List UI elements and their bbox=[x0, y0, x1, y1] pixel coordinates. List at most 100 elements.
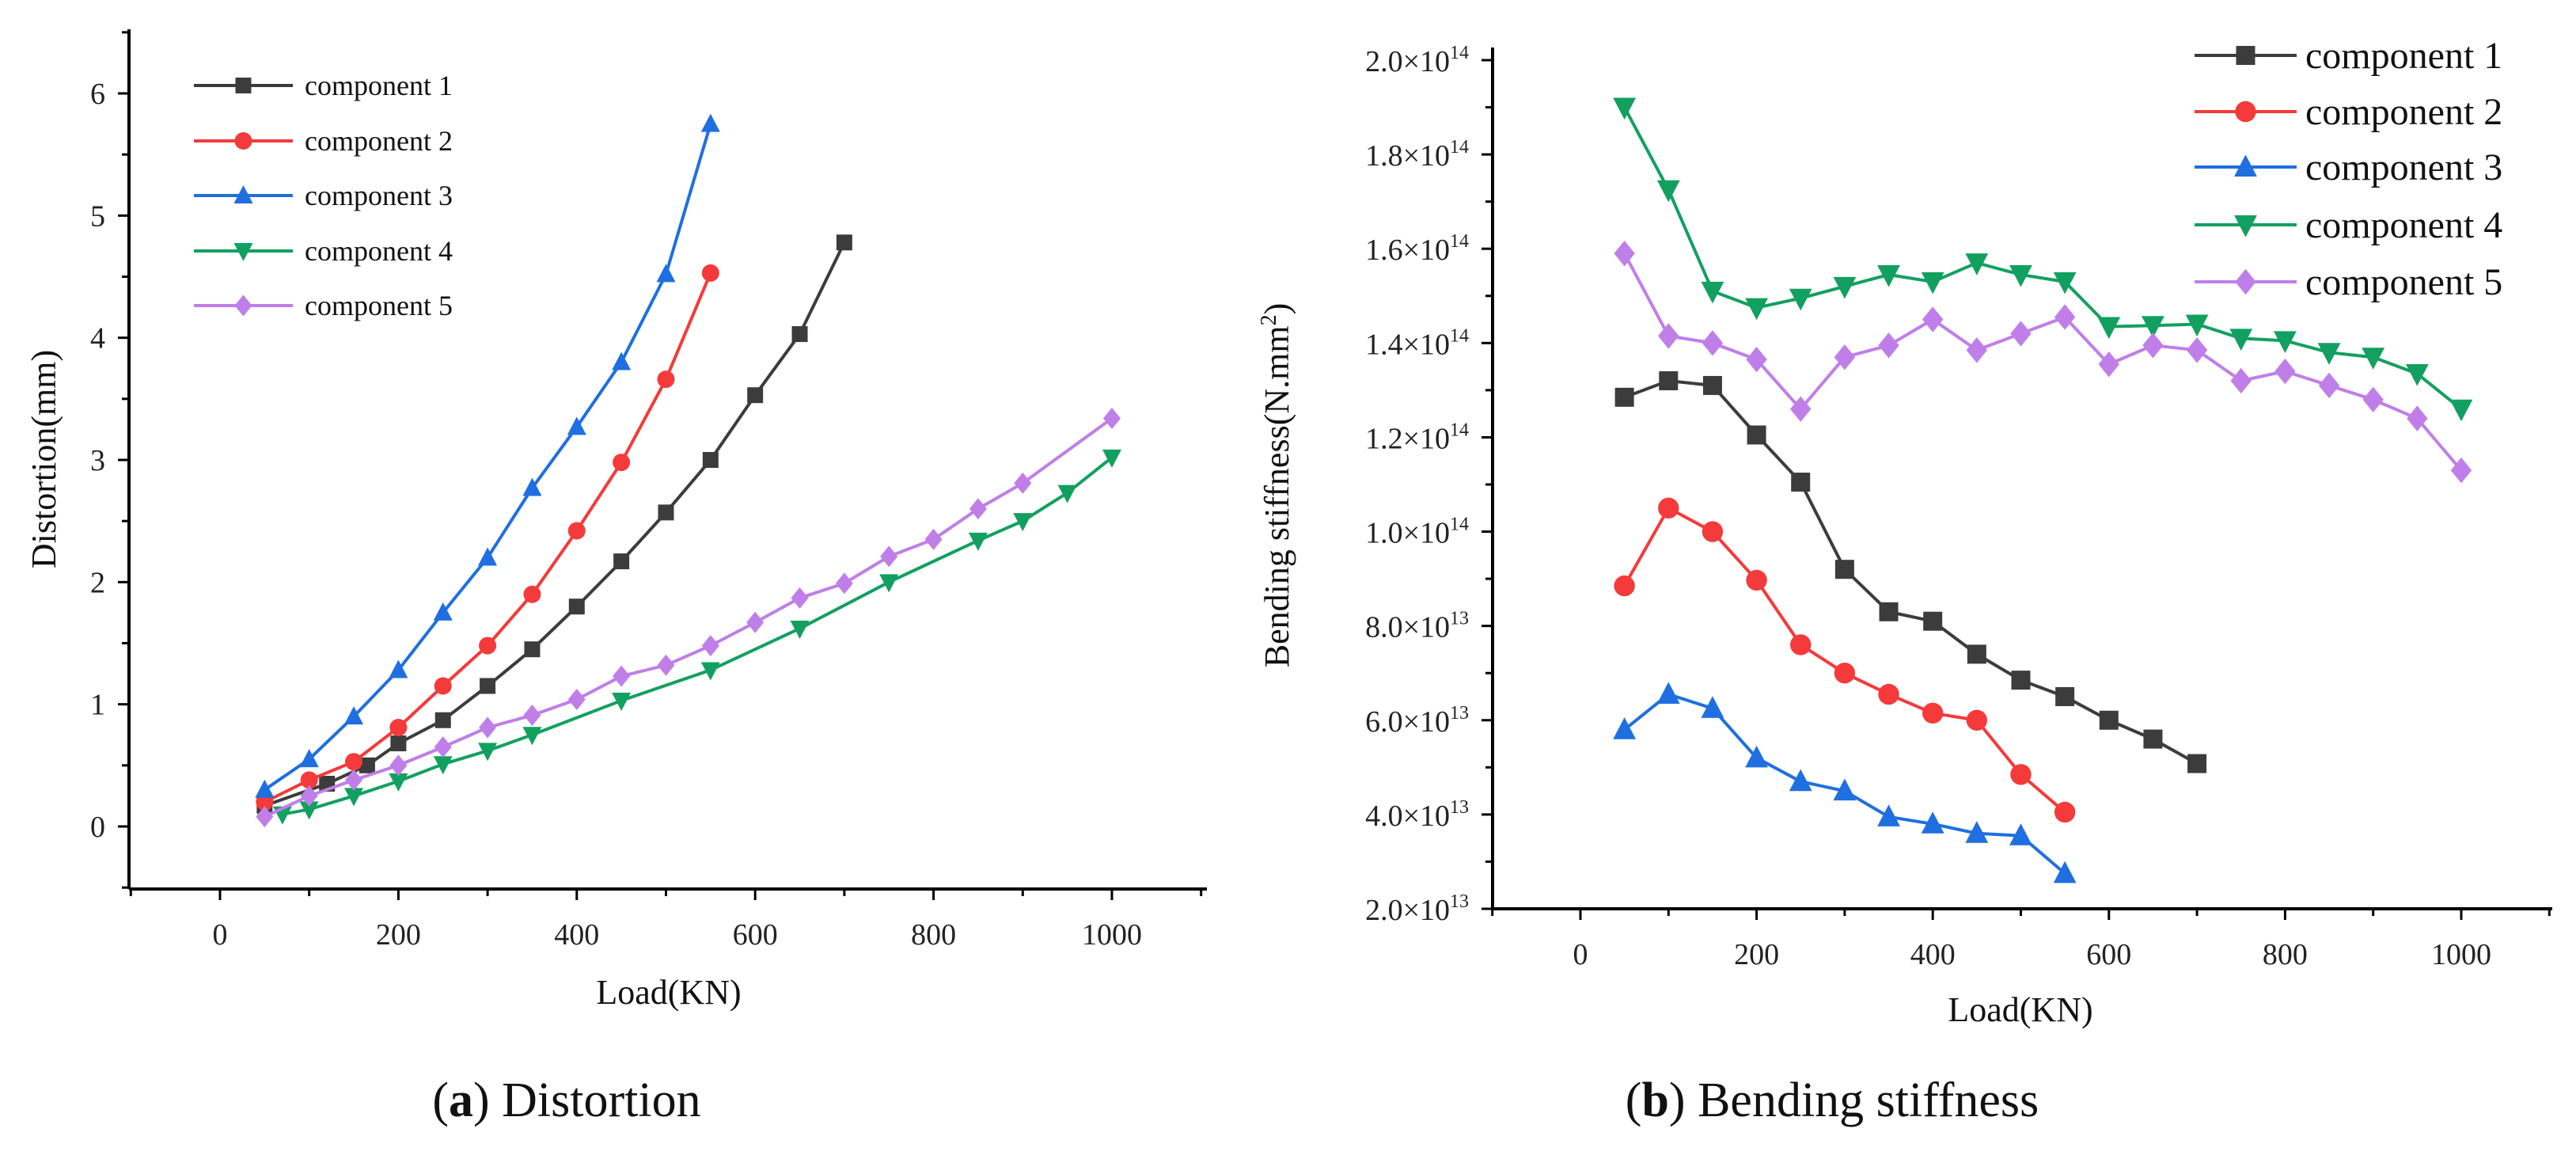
data-point bbox=[344, 706, 364, 725]
legend-label: component 2 bbox=[305, 125, 453, 157]
series-component-5 bbox=[1614, 240, 2472, 484]
data-point bbox=[1614, 240, 1635, 267]
x-tick-label: 600 bbox=[733, 918, 778, 952]
data-point bbox=[2187, 754, 2207, 773]
legend-label: component 5 bbox=[2305, 261, 2502, 303]
data-point bbox=[1921, 811, 1944, 834]
data-point bbox=[256, 806, 274, 828]
data-point bbox=[791, 326, 808, 343]
x-tick-label: 800 bbox=[2263, 938, 2308, 971]
legend-marker bbox=[233, 243, 253, 261]
y-tick-mantissa: 2.0×10 bbox=[1365, 45, 1450, 78]
legend-item: component 2 bbox=[194, 125, 453, 157]
data-point bbox=[300, 785, 318, 807]
data-point bbox=[433, 756, 453, 775]
data-point bbox=[523, 705, 541, 727]
y-tick-label: 2 bbox=[90, 566, 105, 599]
data-point bbox=[2318, 372, 2340, 399]
data-point bbox=[2010, 764, 2032, 785]
data-point bbox=[567, 688, 586, 710]
data-point bbox=[1614, 387, 1634, 407]
data-point bbox=[879, 574, 899, 593]
x-tick-label: 200 bbox=[376, 918, 421, 952]
data-point bbox=[2317, 343, 2341, 365]
series-component-2 bbox=[1614, 497, 2076, 823]
legend-marker bbox=[233, 185, 253, 203]
data-point bbox=[924, 528, 943, 550]
legend-item: component 3 bbox=[194, 180, 453, 211]
data-point bbox=[433, 602, 453, 621]
data-point bbox=[1014, 472, 1032, 494]
data-point bbox=[2230, 367, 2252, 394]
data-point bbox=[522, 727, 542, 746]
data-point bbox=[2274, 358, 2296, 385]
legend-label: component 1 bbox=[2305, 35, 2502, 77]
series-component-4 bbox=[272, 449, 1121, 825]
data-point bbox=[568, 598, 585, 615]
series-line bbox=[264, 416, 1113, 819]
x-tick-label: 400 bbox=[554, 918, 599, 952]
y-axis-label: Distortion(mm) bbox=[25, 350, 63, 568]
data-point bbox=[2449, 399, 2473, 422]
x-axis-label: Load(KN) bbox=[596, 973, 741, 1012]
data-point bbox=[2009, 823, 2032, 845]
legend-item: component 4 bbox=[2195, 204, 2502, 246]
data-point bbox=[1878, 683, 1899, 705]
legend-marker bbox=[2234, 154, 2257, 177]
legend-item: component 3 bbox=[2195, 146, 2502, 188]
data-point bbox=[1701, 281, 1724, 304]
data-point bbox=[434, 712, 451, 728]
data-point bbox=[701, 635, 719, 657]
data-point bbox=[2185, 314, 2209, 337]
data-point bbox=[2010, 321, 2032, 347]
data-point bbox=[1702, 375, 1722, 395]
y-tick-mantissa: 1.8×10 bbox=[1365, 139, 1450, 173]
data-point bbox=[299, 801, 319, 820]
x-tick-label: 0 bbox=[213, 918, 228, 952]
data-point bbox=[1702, 330, 1724, 356]
data-point bbox=[1656, 180, 1680, 203]
data-point bbox=[1965, 253, 1989, 275]
x-tick-label: 0 bbox=[1573, 938, 1588, 971]
legend-label: component 4 bbox=[305, 235, 453, 267]
data-point bbox=[344, 788, 364, 807]
data-point bbox=[790, 620, 810, 639]
data-point bbox=[567, 522, 586, 540]
legend-marker bbox=[2234, 215, 2257, 237]
data-point bbox=[2274, 331, 2297, 353]
chart-caption: (b) Bending stiffness bbox=[1626, 1073, 2039, 1127]
data-point bbox=[1057, 484, 1077, 503]
x-tick-label: 800 bbox=[911, 918, 956, 952]
data-point bbox=[700, 662, 720, 681]
data-point bbox=[968, 532, 988, 551]
legend-item: component 2 bbox=[2195, 91, 2502, 133]
y-tick-label: 1.0×1014 bbox=[1365, 515, 1469, 550]
data-point bbox=[1013, 513, 1033, 532]
y-tick-mantissa: 1.6×10 bbox=[1365, 234, 1450, 267]
y-tick-mantissa: 8.0×10 bbox=[1365, 611, 1450, 644]
data-point bbox=[2362, 386, 2384, 412]
data-point bbox=[478, 547, 498, 566]
data-point bbox=[300, 771, 318, 789]
data-point bbox=[657, 370, 675, 389]
data-point bbox=[389, 754, 408, 777]
data-point bbox=[2186, 337, 2208, 363]
data-point bbox=[700, 113, 720, 132]
y-tick-label: 1 bbox=[90, 689, 105, 722]
y-tick-exponent: 14 bbox=[1450, 231, 1469, 252]
data-point bbox=[299, 749, 319, 768]
data-point bbox=[1613, 97, 1637, 120]
data-point bbox=[969, 498, 987, 520]
data-point bbox=[2405, 364, 2429, 386]
y-tick-mantissa: 1.4×10 bbox=[1365, 328, 1450, 361]
y-tick-exponent: 13 bbox=[1450, 609, 1469, 629]
data-point bbox=[791, 587, 809, 609]
y-tick-label: 8.0×1013 bbox=[1365, 609, 1469, 644]
legend-marker bbox=[2235, 268, 2256, 295]
data-point bbox=[522, 477, 542, 496]
data-point bbox=[345, 769, 363, 791]
data-point bbox=[1877, 264, 1900, 287]
data-point bbox=[1790, 396, 1812, 422]
data-point bbox=[523, 585, 541, 603]
